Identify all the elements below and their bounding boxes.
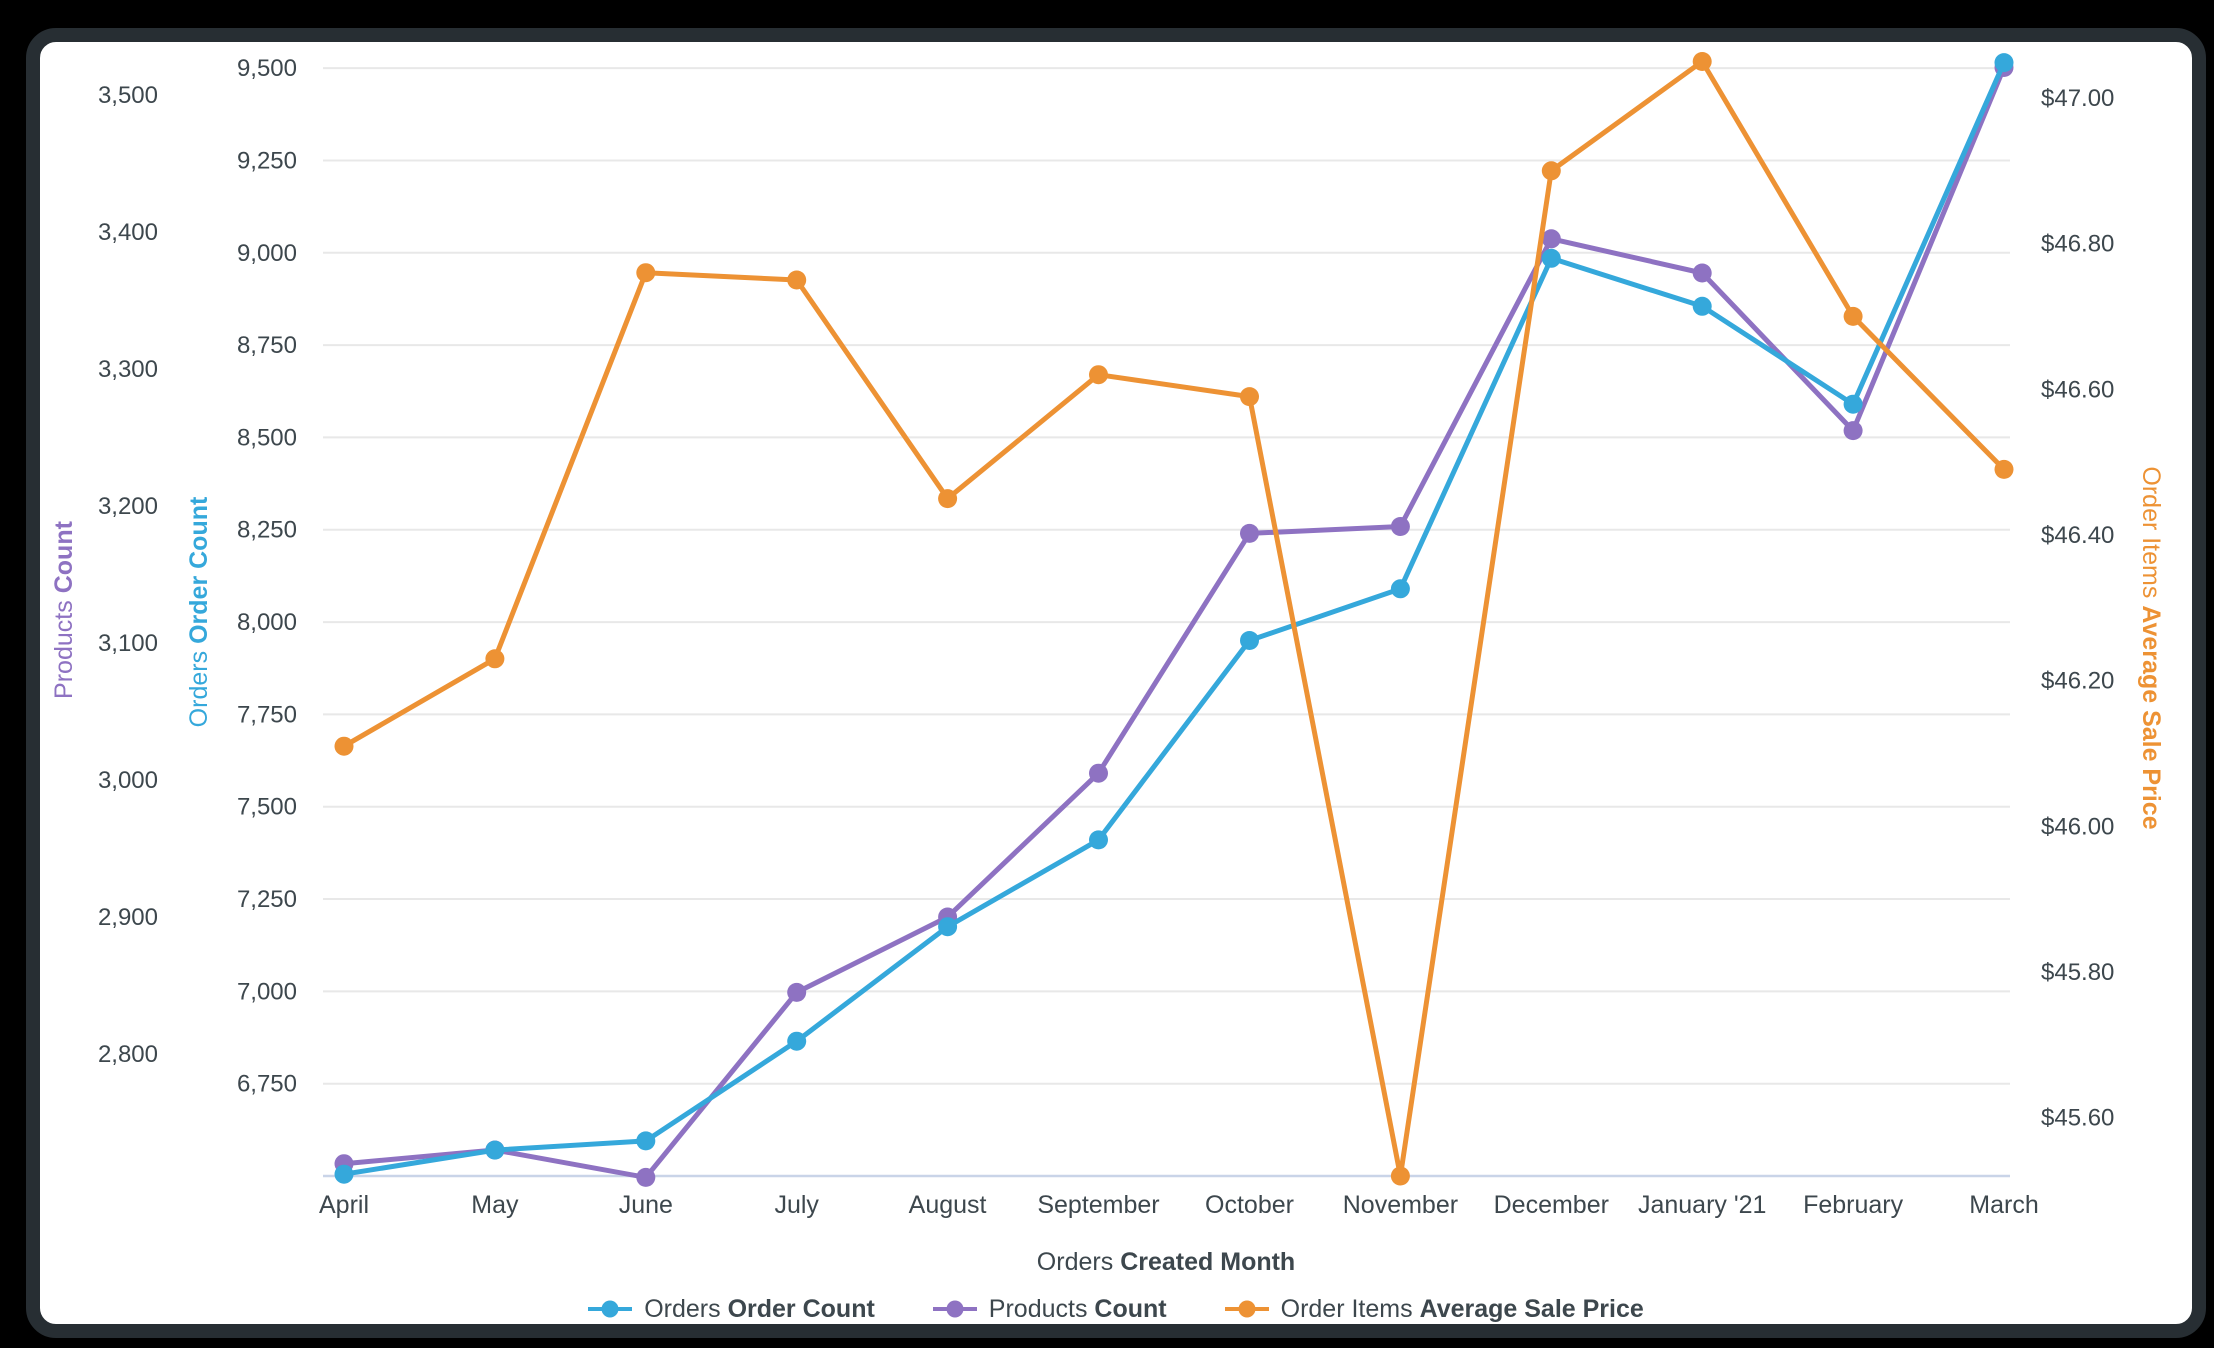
- data-point-orders-order-count-may[interactable]: [485, 1140, 505, 1160]
- data-point-products-count-october[interactable]: [1240, 523, 1259, 543]
- line-chart: 9,500 9,250 9,000 8,750 8,500 8,250 8,000 7,750…: [50, 52, 2165, 1276]
- series-line-products-count: [341, 65, 2007, 1180]
- data-point-products-count-july[interactable]: [787, 982, 807, 1002]
- x-axis-label-august: August: [909, 1191, 987, 1219]
- data-point-order-items-average-sale-price-june[interactable]: [636, 263, 656, 283]
- legend-item-orders-order-count[interactable]: Orders Order Count: [588, 1295, 875, 1324]
- x-axis-label-april: April: [319, 1191, 369, 1219]
- price-axis-tick: $46.40: [2041, 522, 2114, 549]
- x-axis-title: Orders Created Month: [1037, 1248, 1295, 1276]
- products-axis-tick: 2,900: [98, 904, 158, 931]
- legend-item-order-items-average-sale-price[interactable]: Order Items Average Sale Price: [1224, 1294, 1644, 1324]
- chart-legend: Orders Order Count Products Count Order …: [40, 1285, 2192, 1324]
- y-axis-title-price: Order ItemsAverage Sale Price: [2137, 466, 2165, 829]
- data-point-products-count-november[interactable]: [1390, 517, 1410, 536]
- products-axis-tick: 3,000: [98, 767, 158, 794]
- legend-item-products-count[interactable]: Products Count: [932, 1294, 1167, 1324]
- x-axis-label-october: October: [1205, 1191, 1294, 1219]
- data-point-orders-order-count-october[interactable]: [1240, 631, 1259, 650]
- data-point-orders-order-count-august[interactable]: [938, 917, 958, 937]
- products-axis-tick: 3,500: [98, 82, 158, 109]
- orders-axis-tick: 9,500: [237, 55, 297, 82]
- orders-axis-tick: 8,500: [237, 424, 297, 451]
- products-axis-tick: 3,400: [98, 219, 158, 246]
- products-axis-tick: 3,200: [98, 493, 158, 520]
- data-point-order-items-average-sale-price-september[interactable]: [1089, 365, 1108, 385]
- orders-axis-tick: 7,000: [237, 978, 297, 1005]
- x-axis-label-september: September: [1037, 1191, 1159, 1219]
- data-point-order-items-average-sale-price-october[interactable]: [1240, 387, 1259, 407]
- x-axis-label-february: February: [1803, 1191, 1904, 1219]
- price-axis-tick: $46.20: [2041, 668, 2114, 695]
- price-axis-tick: $45.60: [2041, 1105, 2114, 1132]
- x-axis-label-may: May: [471, 1191, 519, 1219]
- data-point-orders-order-count-july[interactable]: [787, 1031, 807, 1051]
- data-point-order-items-average-sale-price-february[interactable]: [1843, 306, 1863, 326]
- price-axis-tick: $46.80: [2041, 231, 2114, 258]
- data-point-orders-order-count-april[interactable]: [334, 1164, 354, 1184]
- data-point-orders-order-count-january-21[interactable]: [1692, 296, 1712, 316]
- data-point-products-count-september[interactable]: [1089, 763, 1108, 783]
- data-point-order-items-average-sale-price-november[interactable]: [1390, 1166, 1410, 1186]
- data-point-order-items-average-sale-price-may[interactable]: [485, 649, 505, 669]
- products-axis-tick: 3,300: [98, 356, 158, 383]
- data-point-orders-order-count-september[interactable]: [1089, 830, 1108, 850]
- x-axis-label-january-21: January '21: [1638, 1191, 1766, 1219]
- chart-tile: 9,500 9,250 9,000 8,750 8,500 8,250 8,000 7,750…: [26, 28, 2206, 1338]
- series-line-orders-order-count: [341, 60, 2007, 1177]
- legend-label: Products Count: [988, 1294, 1167, 1323]
- x-axis-labels: April May June July August September October No…: [319, 1191, 2039, 1219]
- grid-layer: [323, 67, 2010, 1178]
- data-point-orders-order-count-march[interactable]: [1994, 53, 2014, 73]
- x-axis-label-march: March: [1969, 1191, 2038, 1219]
- orders-axis-tick: 7,250: [237, 886, 297, 913]
- data-point-order-items-average-sale-price-august[interactable]: [938, 489, 958, 509]
- data-point-products-count-june[interactable]: [636, 1167, 656, 1187]
- data-point-orders-order-count-february[interactable]: [1843, 394, 1863, 414]
- products-axis-tick: 3,100: [98, 630, 158, 657]
- orders-axis-tick: 8,000: [237, 609, 297, 636]
- x-axis-label-june: June: [619, 1191, 673, 1219]
- x-axis-label-december: December: [1494, 1191, 1609, 1219]
- orders-axis-tick: 8,750: [237, 332, 297, 359]
- products-axis-tick: 2,800: [98, 1041, 158, 1068]
- data-point-orders-order-count-december[interactable]: [1541, 248, 1561, 268]
- y-axis-title-products: ProductsCount: [50, 520, 78, 699]
- legend-marker-order-items: [1224, 1300, 1269, 1318]
- data-point-products-count-january-21[interactable]: [1692, 263, 1712, 283]
- series-layer: [334, 52, 2014, 1187]
- data-point-order-items-average-sale-price-march[interactable]: [1994, 459, 2014, 479]
- data-point-order-items-average-sale-price-december[interactable]: [1541, 161, 1561, 181]
- data-point-orders-order-count-june[interactable]: [636, 1131, 656, 1151]
- price-axis-tick: $45.80: [2041, 959, 2114, 986]
- y-axis-title-orders: OrdersOrder Count: [185, 496, 213, 727]
- axis-tick-layer: 9,500 9,250 9,000 8,750 8,500 8,250 8,000 7,750…: [98, 55, 2114, 1132]
- legend-marker-orders: [588, 1300, 633, 1318]
- series-line-order-items-average-sale-price: [341, 59, 2007, 1179]
- price-axis-tick: $46.60: [2041, 376, 2114, 403]
- orders-axis-tick: 8,250: [237, 517, 297, 544]
- orders-axis-tick: 6,750: [237, 1071, 297, 1098]
- price-axis-tick: $47.00: [2041, 85, 2114, 112]
- legend-label: Orders Order Count: [644, 1294, 875, 1323]
- orders-axis-tick: 9,000: [237, 240, 297, 267]
- data-point-order-items-average-sale-price-july[interactable]: [787, 270, 807, 290]
- orders-axis-tick: 7,750: [237, 701, 297, 728]
- legend-marker-products: [932, 1300, 977, 1318]
- legend-label: Order Items Average Sale Price: [1280, 1294, 1644, 1323]
- price-axis-tick: $46.00: [2041, 813, 2114, 840]
- x-axis-label-november: November: [1343, 1191, 1458, 1219]
- data-point-order-items-average-sale-price-april[interactable]: [334, 736, 354, 756]
- data-point-order-items-average-sale-price-january-21[interactable]: [1692, 52, 1712, 71]
- orders-axis-tick: 7,500: [237, 794, 297, 821]
- data-point-products-count-february[interactable]: [1843, 421, 1863, 441]
- data-point-orders-order-count-november[interactable]: [1390, 579, 1410, 599]
- x-axis-label-july: July: [774, 1191, 819, 1219]
- data-point-products-count-december[interactable]: [1541, 229, 1561, 249]
- orders-axis-tick: 9,250: [237, 148, 297, 175]
